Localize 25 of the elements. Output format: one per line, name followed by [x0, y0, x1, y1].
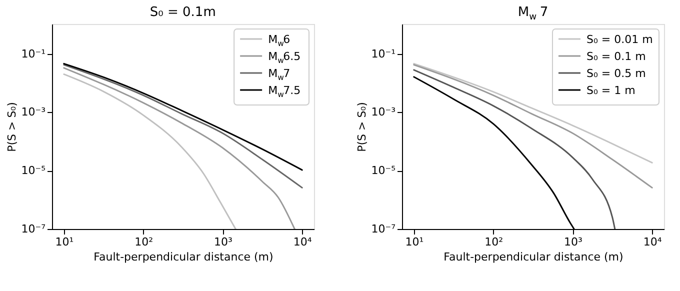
legend-label: S₀ = 0.01 m: [586, 33, 653, 46]
x-tick-label: 10²: [134, 236, 154, 248]
x-tick-label: 10³: [564, 236, 582, 248]
y-tick-label: 10⁻¹: [21, 47, 46, 60]
legend-label: S₀ = 1 m: [586, 84, 636, 97]
y-tick-label: 10⁻¹: [371, 47, 396, 60]
y-tick-label: 10⁻⁷: [371, 222, 396, 236]
x-tick-label: 10¹: [405, 236, 424, 248]
chart-title: S₀ = 0.1m: [150, 5, 216, 20]
y-axis-title: P(S > S₀): [5, 102, 18, 152]
y-tick-label: 10⁻⁷: [21, 222, 46, 236]
x-tick-label: 10²: [484, 236, 504, 248]
y-tick-label: 10⁻³: [21, 106, 46, 119]
legend-label: S₀ = 0.5 m: [586, 67, 646, 80]
x-tick-label: 10⁴: [643, 236, 662, 248]
y-tick-label: 10⁻⁵: [21, 164, 46, 178]
x-axis-title: Fault-perpendicular distance (m): [94, 250, 274, 264]
x-axis-title: Fault-perpendicular distance (m): [444, 250, 624, 264]
x-tick-label: 10¹: [55, 236, 74, 248]
y-axis-title: P(S > S₀): [355, 102, 368, 152]
y-tick-label: 10⁻⁵: [371, 164, 396, 178]
legend-label: S₀ = 0.1 m: [586, 50, 646, 63]
x-tick-label: 10³: [214, 236, 232, 248]
y-tick-label: 10⁻³: [371, 106, 396, 119]
x-tick-label: 10⁴: [293, 236, 312, 248]
